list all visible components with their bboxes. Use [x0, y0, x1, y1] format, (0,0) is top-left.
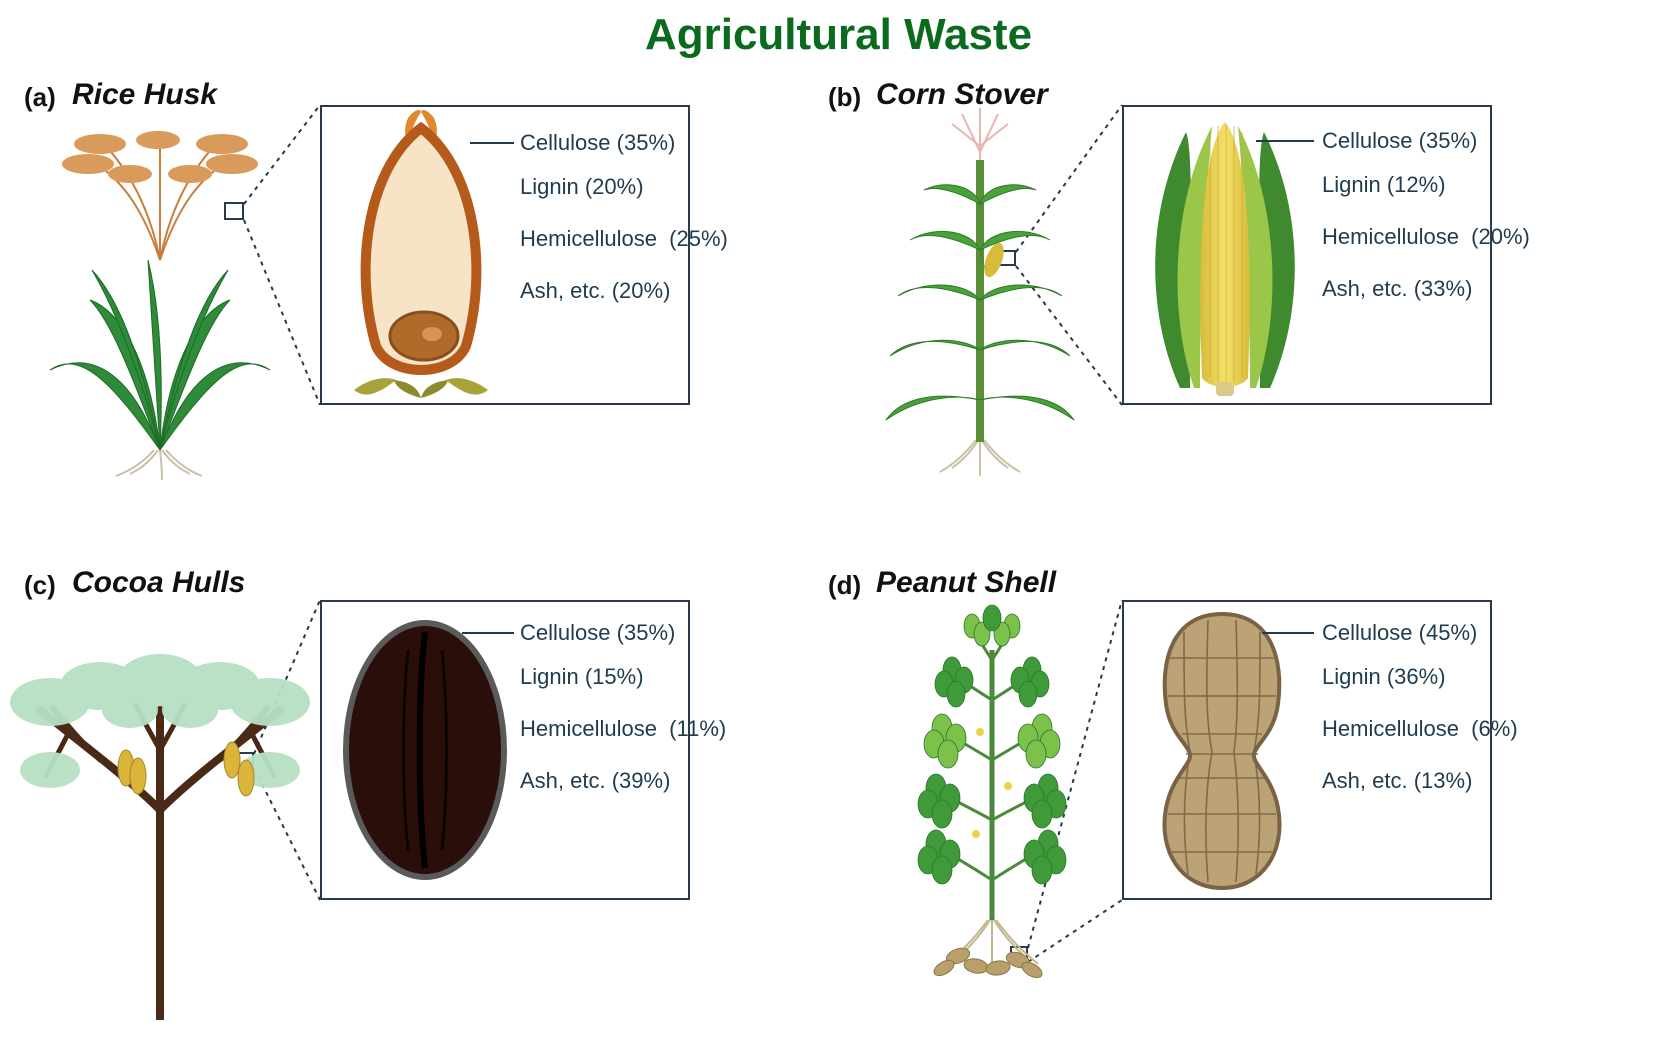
- panel-d-comp-1: Lignin (36%): [1322, 664, 1518, 690]
- figure-root: Agricultural Waste (a) Rice Husk: [0, 0, 1677, 1044]
- peanut-shell-icon: [1142, 608, 1302, 894]
- panel-d-components: Cellulose (45%) Lignin (36%) Hemicellulo…: [1322, 620, 1518, 812]
- panel-d-comp-0: Cellulose (45%): [1322, 620, 1518, 646]
- panel-d-comp-3: Ash, etc. (13%): [1322, 768, 1518, 794]
- panel-d-pointer: [1262, 632, 1314, 634]
- panel-d-projection-lines: [0, 0, 1677, 1044]
- panel-d-comp-2: Hemicellulose (6%): [1322, 716, 1518, 742]
- peanut-plant-icon: [880, 590, 1100, 990]
